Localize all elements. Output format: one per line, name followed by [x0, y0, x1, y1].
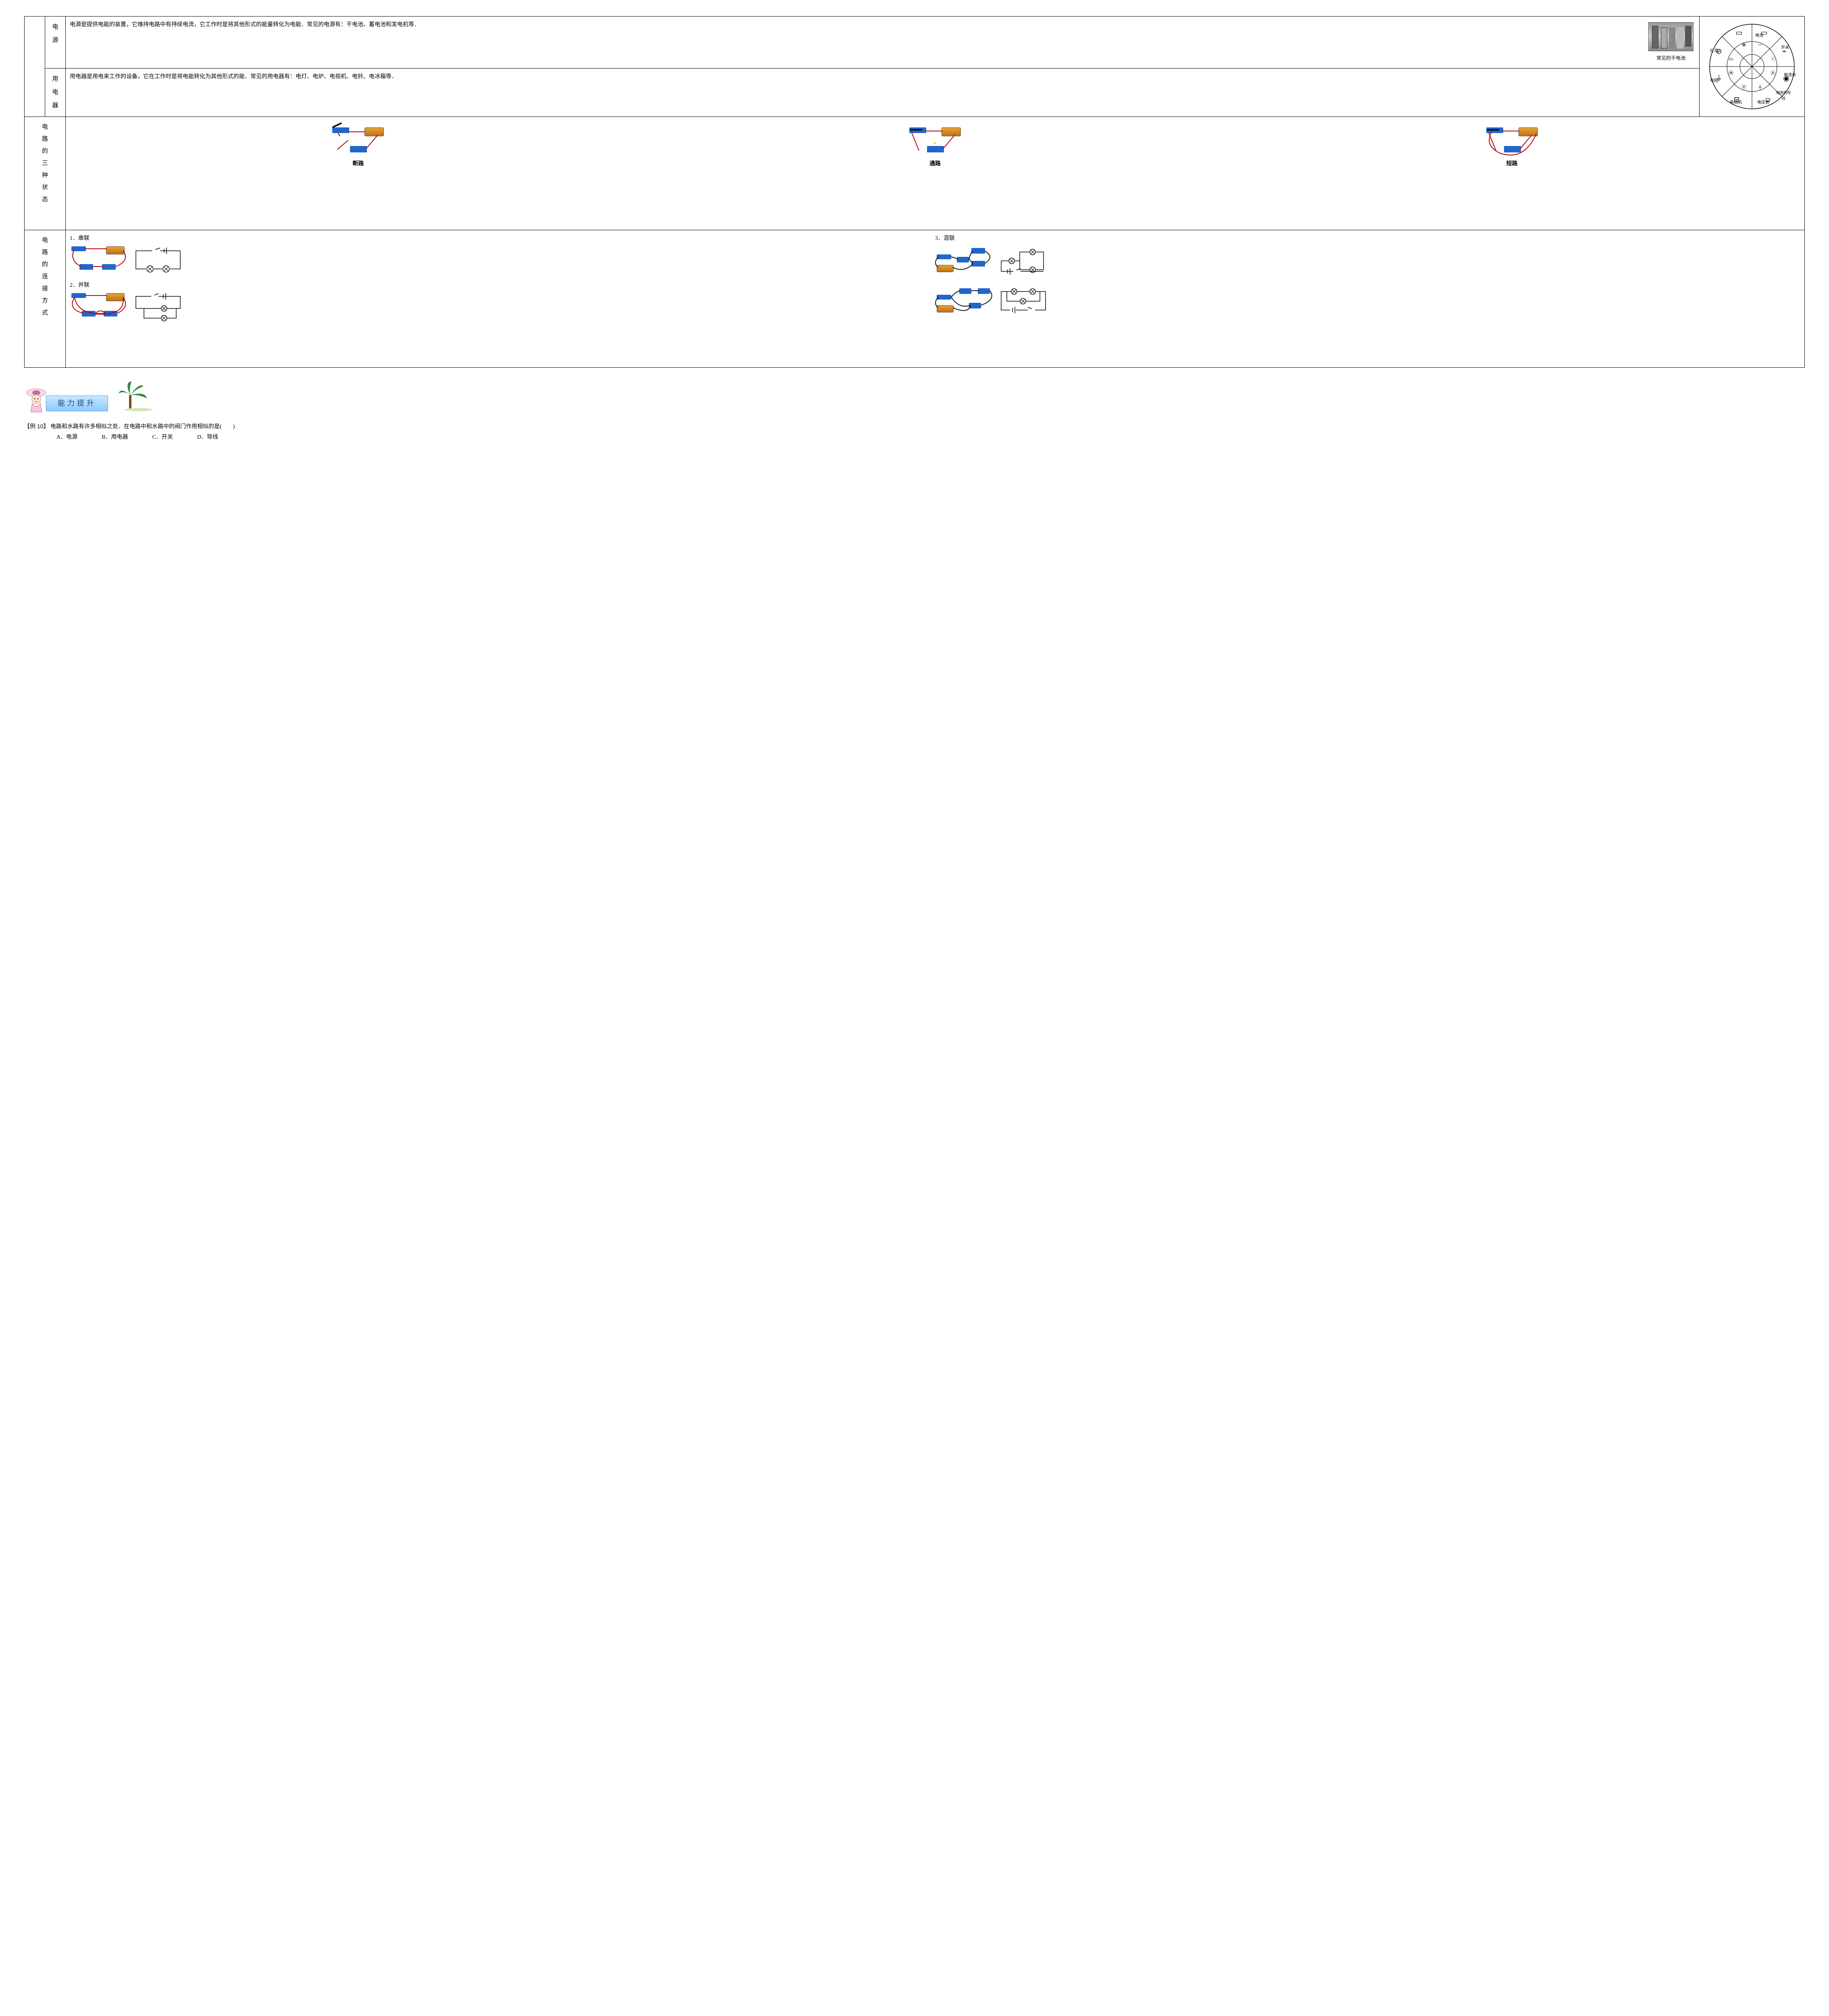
girl-icon [24, 385, 48, 414]
battery-photo [1648, 22, 1694, 51]
series-title: 1．串联 [70, 234, 935, 243]
circuit-definitions-table: 电 源 电源是提供电能的装置，它维持电路中有持续电流，它工作时是将其他形式的能量… [24, 16, 1805, 368]
wheel-lbl-5: 电动机 [1728, 100, 1744, 106]
state-closed-label: 通路 [675, 160, 1195, 169]
parallel-title: 2．并联 [70, 281, 935, 290]
wheel-lbl-4: 电压表 [1755, 100, 1771, 106]
svg-text:┼: ┼ [1758, 84, 1762, 90]
svg-text:Ⓜ: Ⓜ [1729, 70, 1733, 76]
series-schematic [132, 245, 184, 277]
example-10: 【例 10】 电路和水路有许多相似之处．在电路中和水路中的阀门作用相似的是( )… [24, 422, 1805, 442]
q10-options: A．电源 B．用电器 C．开关 D．导线 [56, 433, 1805, 442]
row1-content: 电源是提供电能的装置，它维持电路中有持续电流，它工作时是将其他形式的能量转化为电… [66, 17, 1700, 69]
wheel-lbl-6: 电阻 [1706, 78, 1722, 84]
row4-label: 电 路 的 连 接 方 式 [25, 230, 66, 367]
svg-text:▭: ▭ [1735, 29, 1742, 37]
wheel-lbl-7: 灯泡 [1706, 48, 1722, 54]
wheel-lbl-2: 电流表 [1782, 72, 1798, 79]
left-group-cell [25, 17, 45, 117]
q10-text: 电路和水路有许多相似之处．在电路中和水路中的阀门作用相似的是( ) [50, 424, 235, 430]
state-short-circuit: 短路 [1252, 125, 1772, 169]
series-block [70, 245, 935, 277]
wheel-cell: ▭ ⌁ ◉ ⟥ ⊟ ⏚ ⊘ ▭ ⎓ ⤫ Ⓐ ┼ [1700, 17, 1805, 117]
state-short-label: 短路 [1252, 160, 1772, 169]
banner-title: 能力提升 [46, 396, 108, 411]
state-open-circuit: 断路 [99, 125, 618, 169]
parallel-block [70, 292, 935, 324]
palm-icon [117, 379, 153, 411]
opt-A: A．电源 [56, 433, 77, 442]
svg-text:▭: ▭ [1729, 56, 1733, 62]
parallel-kit [70, 292, 130, 324]
mixed-schematic-1 [997, 245, 1050, 277]
svg-text:Ⓐ: Ⓐ [1771, 70, 1775, 76]
svg-text:Ⓥ: Ⓥ [1742, 84, 1746, 90]
wheel-lbl-3: 相连的导线 [1775, 90, 1792, 102]
parallel-schematic [132, 292, 184, 324]
svg-text:⎓: ⎓ [1758, 42, 1762, 48]
svg-text:⤫: ⤫ [1771, 56, 1775, 62]
series-kit [70, 245, 130, 277]
opt-D: D．导线 [197, 433, 218, 442]
mixed-schematic-2 [997, 285, 1050, 317]
row2-label: 用 电 器 [45, 68, 66, 117]
opt-B: B．用电器 [102, 433, 128, 442]
q10-prefix: 【例 10】 [24, 423, 49, 429]
mixed-title: 3．混联 [935, 234, 1800, 243]
row1-text: 电源是提供电能的装置，它维持电路中有持续电流，它工作时是将其他形式的能量转化为电… [70, 21, 1644, 29]
mixed-block-1 [935, 245, 1800, 277]
battery-figure: 常见的干电池 [1648, 22, 1694, 62]
row3-content: 断路 ✦ 通路 [66, 117, 1805, 230]
state-open-label: 断路 [99, 160, 618, 169]
mixed-kit-2 [935, 285, 996, 317]
svg-text:⊗: ⊗ [1742, 42, 1746, 48]
wheel-lbl-0: 电池 [1751, 33, 1767, 39]
state-closed-circuit: ✦ 通路 [675, 125, 1195, 169]
mixed-block-2 [935, 285, 1800, 317]
row4-content: 1．串联 [66, 230, 1805, 367]
mixed-kit-1 [935, 245, 996, 277]
opt-C: C．开关 [152, 433, 173, 442]
row3-label: 电 路 的 三 种 状 态 [25, 117, 66, 230]
wheel-lbl-1: 开关 [1777, 45, 1793, 51]
row2-text: 用电器是用电来工作的设备，它在工作时是将电能转化为其他形式的能．常见的用电器有：… [66, 68, 1700, 117]
battery-caption: 常见的干电池 [1648, 54, 1694, 62]
symbol-wheel: ▭ ⌁ ◉ ⟥ ⊟ ⏚ ⊘ ▭ ⎓ ⤫ Ⓐ ┼ [1708, 22, 1796, 111]
row1-label: 电 源 [45, 17, 66, 69]
section-banner: 能力提升 [24, 377, 1805, 414]
